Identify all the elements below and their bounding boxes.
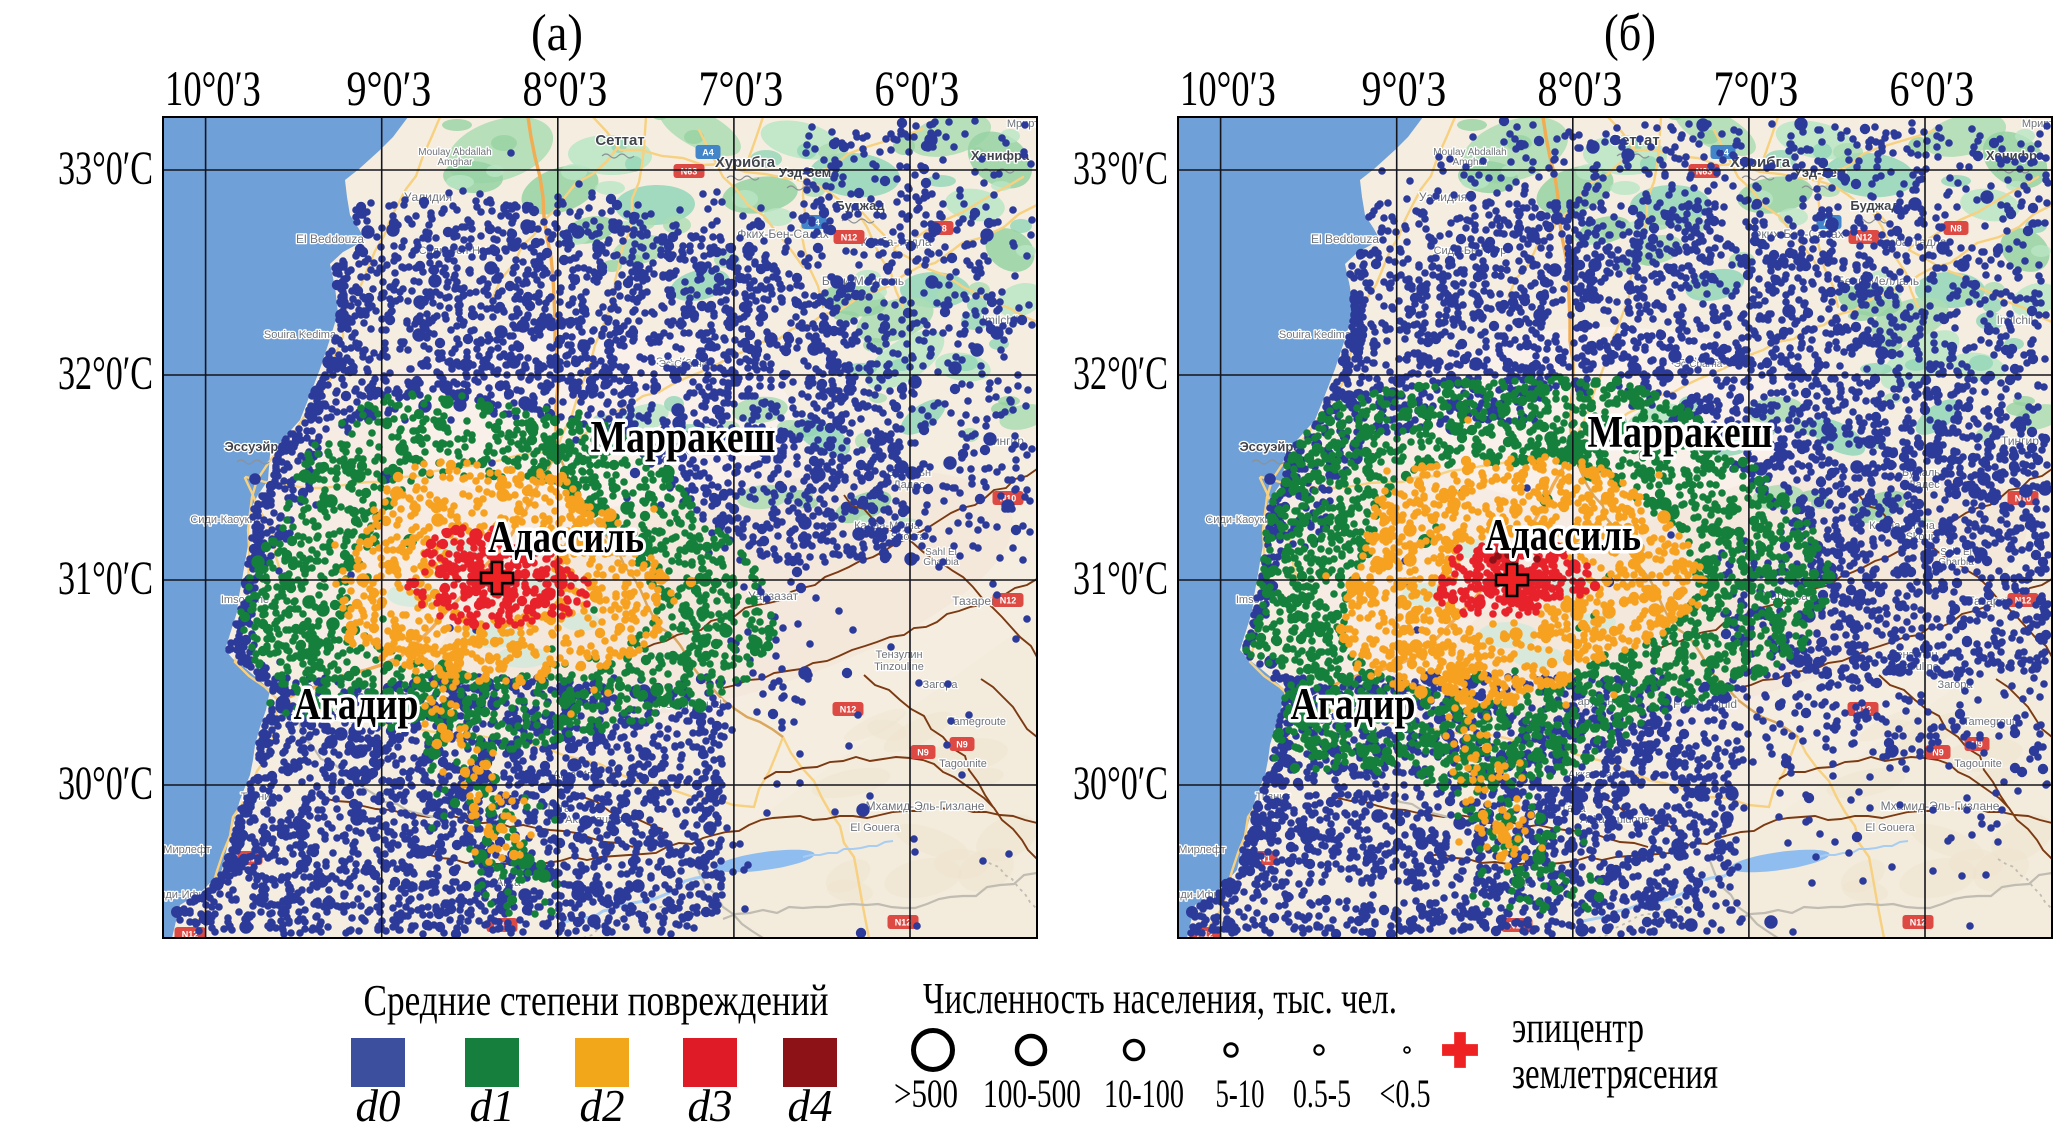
svg-text:Марракеш: Марракеш — [591, 412, 776, 462]
svg-text:d0: d0 — [356, 1080, 401, 1131]
svg-text:Марракеш: Марракеш — [1588, 407, 1773, 457]
svg-text:(б): (б) — [1604, 5, 1656, 62]
svg-text:Souira Kedima: Souira Kedima — [1279, 329, 1352, 341]
svg-text:Хурибга: Хурибга — [715, 154, 776, 171]
svg-text:(а): (а) — [531, 5, 583, 62]
svg-text:10°0′З: 10°0′З — [1180, 60, 1276, 116]
svg-text:Адассиль: Адассиль — [488, 512, 644, 562]
svg-text:Tamegroute: Tamegroute — [948, 716, 1006, 728]
svg-text:N12: N12 — [2015, 596, 2032, 606]
svg-text:Уалидия: Уалидия — [1419, 190, 1467, 204]
svg-text:Сиди-Каоуки: Сиди-Каоуки — [190, 514, 255, 526]
svg-text:N9: N9 — [956, 740, 968, 750]
svg-text:31°0′С: 31°0′С — [1073, 552, 1168, 605]
svg-text:N12: N12 — [895, 918, 912, 928]
svg-text:<0.5: <0.5 — [1380, 1071, 1431, 1116]
svg-text:Уалидия: Уалидия — [404, 190, 452, 204]
svg-text:Amghar: Amghar — [437, 157, 473, 168]
svg-text:Tagounite: Tagounite — [1954, 758, 2002, 770]
svg-text:10-100: 10-100 — [1104, 1071, 1184, 1116]
svg-text:N12: N12 — [182, 930, 199, 940]
svg-text:Адассиль: Адассиль — [1485, 510, 1641, 560]
svg-text:30°0′С: 30°0′С — [58, 757, 153, 810]
svg-text:El Gouera: El Gouera — [850, 822, 900, 834]
svg-text:N12: N12 — [1910, 918, 1927, 928]
svg-text:9°0′З: 9°0′З — [347, 60, 432, 116]
svg-text:Tagounite: Tagounite — [939, 758, 987, 770]
svg-text:Эссуэйра: Эссуэйра — [224, 439, 286, 454]
svg-text:N9: N9 — [1971, 740, 1983, 750]
svg-text:N12: N12 — [841, 233, 858, 243]
svg-text:N12: N12 — [840, 705, 857, 715]
svg-text:N9: N9 — [1932, 748, 1944, 758]
svg-text:8°0′З: 8°0′З — [1538, 60, 1623, 116]
svg-text:N10: N10 — [1000, 494, 1017, 504]
svg-text:Сеттат: Сеттат — [595, 132, 644, 149]
svg-text:d2: d2 — [580, 1080, 625, 1131]
svg-text:N9: N9 — [917, 748, 929, 758]
svg-text:>500: >500 — [894, 1071, 958, 1116]
svg-text:5-10: 5-10 — [1216, 1071, 1265, 1116]
svg-text:8°0′З: 8°0′З — [523, 60, 608, 116]
svg-text:El Gouera: El Gouera — [1865, 822, 1915, 834]
svg-text:Уэд-Зем: Уэд-Зем — [1794, 165, 1847, 180]
svg-text:9°0′З: 9°0′З — [1362, 60, 1447, 116]
svg-text:A4: A4 — [702, 148, 714, 158]
svg-text:эпицентр: эпицентр — [1512, 1003, 1644, 1052]
svg-text:d4: d4 — [788, 1080, 833, 1131]
svg-text:Тензулин: Тензулин — [875, 649, 922, 661]
svg-text:Imilchil: Imilchil — [1997, 313, 2034, 327]
svg-text:Souira Kedima: Souira Kedima — [264, 329, 337, 341]
svg-text:Tinzouline: Tinzouline — [874, 661, 924, 673]
svg-text:6°0′З: 6°0′З — [875, 60, 960, 116]
svg-text:0.5-5: 0.5-5 — [1293, 1071, 1351, 1116]
svg-text:30°0′С: 30°0′С — [1073, 757, 1168, 810]
svg-text:N12: N12 — [1856, 233, 1873, 243]
svg-text:6°0′З: 6°0′З — [1890, 60, 1975, 116]
svg-text:N10: N10 — [2015, 494, 2032, 504]
svg-text:N63: N63 — [1696, 167, 1713, 177]
svg-text:Эссуэйра: Эссуэйра — [1239, 439, 1301, 454]
svg-text:7°0′З: 7°0′З — [699, 60, 784, 116]
svg-text:10°0′З: 10°0′З — [165, 60, 261, 116]
svg-text:Хурибга: Хурибга — [1730, 154, 1791, 171]
svg-text:d1: d1 — [470, 1080, 515, 1131]
svg-text:Численность населения, тыс. че: Численность населения, тыс. чел. — [923, 974, 1397, 1023]
svg-text:Sahl El: Sahl El — [925, 547, 957, 558]
svg-text:d3: d3 — [688, 1080, 733, 1131]
svg-text:Загора: Загора — [923, 679, 959, 691]
svg-text:Сиди-Каоуки: Сиди-Каоуки — [1205, 514, 1270, 526]
svg-text:N8: N8 — [1950, 224, 1962, 234]
svg-text:Мхамид-Эль-Гизлане: Мхамид-Эль-Гизлане — [866, 799, 985, 813]
svg-text:100-500: 100-500 — [983, 1071, 1081, 1116]
svg-text:Средние степени повреждений: Средние степени повреждений — [364, 976, 829, 1025]
svg-text:N12: N12 — [1855, 705, 1872, 715]
svg-text:33°0′С: 33°0′С — [1073, 142, 1168, 195]
svg-text:Moulay Abdallah: Moulay Abdallah — [418, 147, 491, 158]
svg-text:33°0′С: 33°0′С — [58, 142, 153, 195]
svg-text:Буджад: Буджад — [1850, 198, 1900, 213]
svg-text:N1: N1 — [1259, 854, 1271, 864]
svg-text:El Beddouza: El Beddouza — [1311, 232, 1379, 246]
svg-text:N63: N63 — [681, 167, 698, 177]
svg-text:Мирлефт: Мирлефт — [1178, 844, 1225, 856]
svg-text:землетрясения: землетрясения — [1512, 1049, 1718, 1098]
svg-text:32°0′С: 32°0′С — [58, 347, 153, 400]
svg-text:El Beddouza: El Beddouza — [296, 232, 364, 246]
svg-text:32°0′С: 32°0′С — [1073, 347, 1168, 400]
svg-text:N12: N12 — [1000, 596, 1017, 606]
svg-text:Агадир: Агадир — [294, 679, 419, 729]
svg-text:31°0′С: 31°0′С — [58, 552, 153, 605]
svg-text:Тазарен: Тазарен — [952, 594, 997, 608]
svg-text:Агадир: Агадир — [1291, 679, 1416, 729]
svg-text:7°0′З: 7°0′З — [1714, 60, 1799, 116]
svg-text:Tamegroute: Tamegroute — [1963, 716, 2021, 728]
svg-text:Мирлефт: Мирлефт — [163, 844, 210, 856]
